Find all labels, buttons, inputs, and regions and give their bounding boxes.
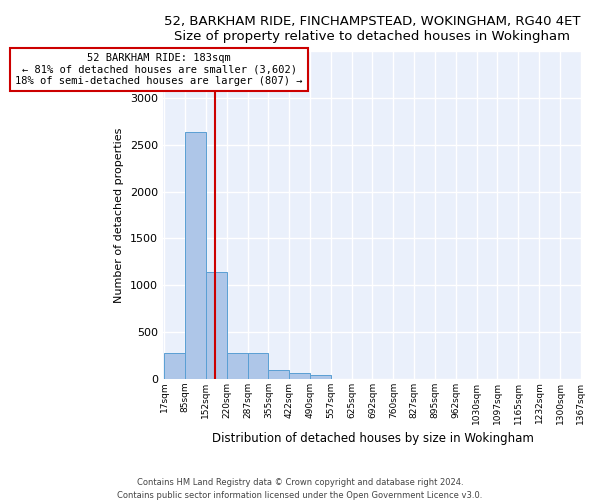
Bar [310,375,331,379]
Bar [164,354,185,379]
Bar [268,370,289,379]
X-axis label: Distribution of detached houses by size in Wokingham: Distribution of detached houses by size … [212,432,533,445]
Text: Contains HM Land Registry data © Crown copyright and database right 2024.
Contai: Contains HM Land Registry data © Crown c… [118,478,482,500]
Title: 52, BARKHAM RIDE, FINCHAMPSTEAD, WOKINGHAM, RG40 4ET
Size of property relative t: 52, BARKHAM RIDE, FINCHAMPSTEAD, WOKINGH… [164,15,581,43]
Text: 52 BARKHAM RIDE: 183sqm
← 81% of detached houses are smaller (3,602)
18% of semi: 52 BARKHAM RIDE: 183sqm ← 81% of detache… [16,53,303,86]
Bar [227,352,248,379]
Bar [185,132,206,379]
Bar [289,373,310,379]
Y-axis label: Number of detached properties: Number of detached properties [114,127,124,302]
Bar [248,352,268,379]
Bar [206,272,227,379]
